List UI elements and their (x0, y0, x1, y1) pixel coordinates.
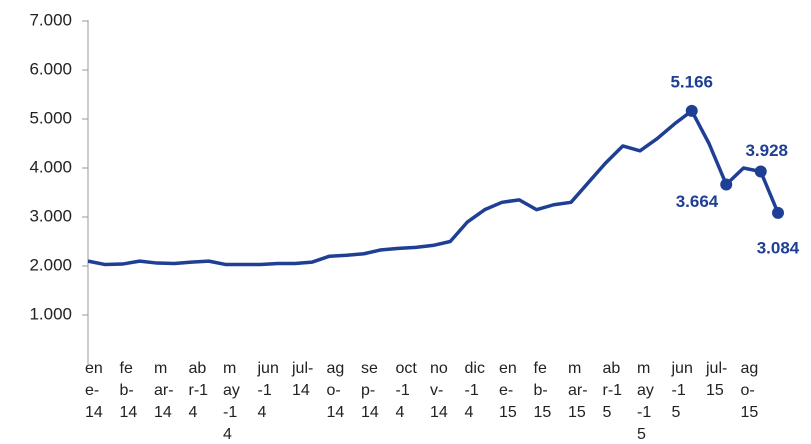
marker (772, 206, 784, 219)
x-tick-label: jul-15 (706, 360, 728, 399)
line (87, 109, 780, 267)
marker (754, 165, 767, 178)
x-tick-label: ene-15 (499, 360, 517, 421)
x-tick-label: jun-15 (671, 360, 693, 421)
x-tick-label: abr-15 (602, 360, 623, 421)
x-tick-label: sep-14 (361, 360, 379, 421)
x-tick-label: may-14 (223, 360, 240, 443)
value-label: 3.928 (745, 141, 788, 160)
y-tick-label: 2.000 (29, 255, 72, 274)
x-tick-label: may-15 (637, 360, 654, 443)
value-label: 3.664 (676, 192, 719, 211)
y-tick-label: 5.000 (29, 108, 72, 127)
x-tick-label: jul-14 (292, 360, 314, 399)
x-tick-label: feb-14 (119, 360, 138, 421)
x-tick-label: feb-15 (533, 360, 552, 421)
value-label: 5.166 (670, 72, 713, 91)
x-tick-label: ago-15 (740, 360, 759, 421)
x-tick-label: dic-14 (464, 360, 485, 421)
x-tick-label: oct-14 (395, 360, 417, 421)
x-tick-label: abr-14 (188, 360, 209, 421)
x-tick-label: nov-14 (430, 360, 448, 421)
y-tick-label: 1.000 (29, 304, 72, 323)
marker (720, 178, 733, 191)
y-tick-label: 4.000 (29, 157, 72, 176)
value-label: 3.084 (757, 238, 800, 257)
y-tick-label: 6.000 (29, 59, 72, 78)
marker (685, 104, 698, 117)
x-tick-label: jun-14 (257, 360, 279, 421)
x-tick-label: mar-15 (568, 360, 588, 421)
y-tick-label: 3.000 (29, 206, 72, 225)
x-tick-label: mar-14 (154, 360, 174, 421)
x-tick-label: ene-14 (85, 360, 103, 421)
x-tick-label: ago-14 (326, 360, 345, 421)
y-tick-label: 7.000 (29, 10, 72, 29)
